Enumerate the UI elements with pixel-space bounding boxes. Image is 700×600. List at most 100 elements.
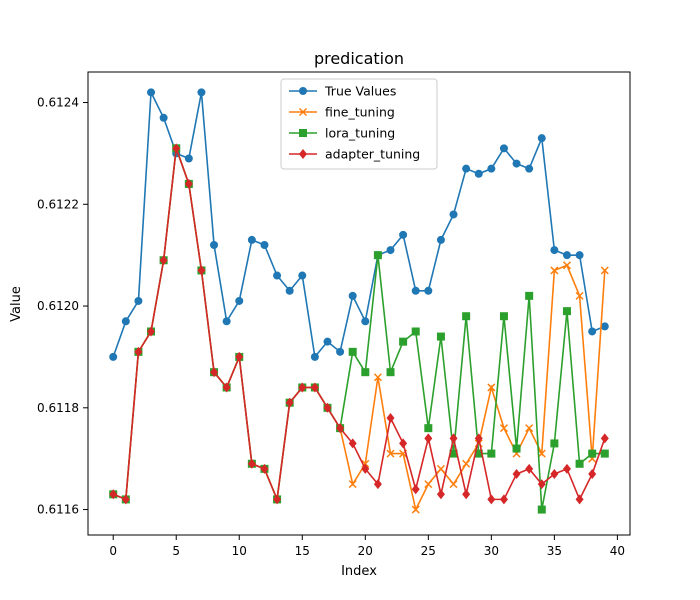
data-point-true-values [575,251,584,260]
data-point-lora-tuning [411,327,420,336]
data-point-true-values [247,235,256,244]
data-point-true-values [210,240,219,249]
data-point-adapter-tuning [336,423,345,434]
y-tick-label: 0.6124 [37,96,79,110]
data-point-true-values [298,271,307,280]
data-point-true-values [462,164,471,173]
data-point-lora-tuning [386,368,395,377]
x-tick-label: 30 [484,544,499,558]
data-point-true-values [588,327,597,336]
axes: 0 5 10 15 20 25 30 35 40 0.6116 0.6118 0.6120 0.6122… [37,96,625,558]
data-point-adapter-tuning [285,397,294,408]
data-point-adapter-tuning [449,433,458,444]
y-tick-label: 0.6120 [37,299,79,313]
data-point-adapter-tuning [525,463,534,474]
data-point-adapter-tuning [197,265,206,276]
data-point-fine-tuning [525,424,534,433]
data-point-true-values [109,352,118,361]
data-point-adapter-tuning [550,468,559,479]
data-point-fine-tuning [600,266,609,275]
data-point-true-values [147,88,156,97]
data-point-true-values [310,352,319,361]
plot-series [109,88,609,514]
legend-marker-lora-tuning [299,129,307,137]
legend-label-true-values: True Values [324,84,396,99]
y-tick-label: 0.6118 [37,401,79,415]
data-point-lora-tuning [436,332,445,341]
data-point-fine-tuning [550,266,559,275]
data-point-adapter-tuning [260,463,269,474]
series-line-true-values [112,89,606,359]
legend-marker-true-values [299,87,307,95]
data-point-adapter-tuning [562,463,571,474]
y-axis-label: Value [9,286,24,322]
data-point-adapter-tuning [537,479,546,490]
data-point-lora-tuning [462,312,471,321]
data-point-adapter-tuning [210,367,219,378]
data-point-true-values [336,347,345,356]
data-point-adapter-tuning [323,402,332,413]
data-point-fine-tuning [537,449,546,458]
data-point-true-values [348,291,357,300]
data-point-adapter-tuning [386,412,395,423]
plot-frame [87,71,631,536]
data-point-true-values [197,88,206,97]
data-point-lora-tuning [562,307,571,316]
data-point-fine-tuning [373,373,382,382]
data-point-adapter-tuning [134,346,143,357]
legend: True Values fine_tuning lora_tuningadapter… [280,78,438,170]
legend-label-fine-tuning: fine_tuning [325,105,395,120]
data-point-adapter-tuning [159,255,168,266]
data-point-true-values [499,144,508,153]
data-point-lora-tuning [399,337,408,346]
data-point-lora-tuning [487,449,496,458]
data-point-lora-tuning [474,449,483,458]
data-point-adapter-tuning [575,494,584,505]
data-point-adapter-tuning [600,433,609,444]
data-point-adapter-tuning [172,143,181,154]
data-point-adapter-tuning [298,382,307,393]
x-tick-label: 10 [232,544,247,558]
data-point-adapter-tuning [222,382,231,393]
legend-box [280,78,438,170]
data-point-fine-tuning [449,480,458,489]
x-tick-label: 15 [295,544,310,558]
data-point-adapter-tuning [474,433,483,444]
data-point-lora-tuning [525,291,534,300]
data-point-true-values [121,317,130,326]
y-tick-label: 0.6122 [37,197,79,211]
data-point-lora-tuning [575,459,584,468]
data-point-adapter-tuning [121,494,130,505]
data-point-adapter-tuning [310,382,319,393]
data-point-true-values [235,296,244,305]
data-point-true-values [134,296,143,305]
data-point-adapter-tuning [424,433,433,444]
data-point-adapter-tuning [411,484,420,495]
data-point-true-values [159,113,168,122]
data-point-fine-tuning [462,459,471,468]
data-point-lora-tuning [373,251,382,260]
data-point-true-values [512,159,521,168]
data-point-true-values [474,169,483,178]
data-point-adapter-tuning [436,489,445,500]
data-point-true-values [449,210,458,219]
data-point-true-values [323,337,332,346]
data-point-true-values [411,286,420,295]
x-tick-label: 35 [547,544,562,558]
data-point-true-values [386,246,395,255]
x-tick-label: 25 [421,544,436,558]
data-point-fine-tuning [386,449,395,458]
data-point-adapter-tuning [247,458,256,469]
series-line-adapter-tuning [112,148,606,503]
chart-title: predication [314,49,404,68]
data-point-fine-tuning [562,261,572,270]
data-point-fine-tuning [361,459,370,468]
data-point-fine-tuning [499,424,508,433]
x-axis-label: Index [341,564,377,579]
data-point-fine-tuning [575,291,584,300]
data-point-lora-tuning [361,368,370,377]
data-point-adapter-tuning [588,468,597,479]
data-point-true-values [260,240,269,249]
data-point-lora-tuning [348,347,357,356]
data-point-lora-tuning [600,449,609,458]
